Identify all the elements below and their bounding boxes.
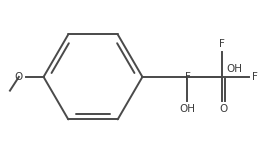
Text: F: F <box>252 72 258 82</box>
Text: OH: OH <box>179 104 195 114</box>
Text: F: F <box>218 39 224 49</box>
Text: O: O <box>15 72 23 82</box>
Text: F: F <box>185 72 191 82</box>
Text: OH: OH <box>227 64 242 74</box>
Text: O: O <box>220 104 228 114</box>
